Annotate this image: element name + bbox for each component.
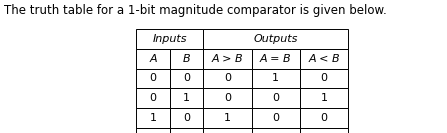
- Text: 0: 0: [183, 113, 190, 123]
- Bar: [136, 29, 203, 49]
- Bar: [170, 128, 203, 133]
- Text: A = B: A = B: [260, 54, 291, 64]
- Text: 1: 1: [150, 132, 156, 133]
- Bar: [300, 49, 348, 69]
- Bar: [252, 128, 300, 133]
- Bar: [203, 49, 252, 69]
- Text: 0: 0: [320, 132, 328, 133]
- Text: A: A: [149, 54, 157, 64]
- Text: 0: 0: [272, 93, 279, 103]
- Text: 1: 1: [272, 132, 279, 133]
- Bar: [203, 128, 252, 133]
- Text: 0: 0: [150, 73, 156, 84]
- Bar: [170, 108, 203, 128]
- Bar: [300, 69, 348, 88]
- Bar: [203, 69, 252, 88]
- Text: 0: 0: [320, 113, 328, 123]
- Bar: [203, 108, 252, 128]
- Bar: [252, 108, 300, 128]
- Bar: [170, 49, 203, 69]
- Bar: [136, 49, 170, 69]
- Text: A > B: A > B: [212, 54, 243, 64]
- Text: 0: 0: [150, 93, 156, 103]
- Text: 1: 1: [320, 93, 328, 103]
- Text: 0: 0: [224, 132, 231, 133]
- Text: 1: 1: [150, 113, 156, 123]
- Bar: [252, 49, 300, 69]
- Bar: [136, 108, 170, 128]
- Bar: [203, 29, 348, 49]
- Text: Inputs: Inputs: [152, 34, 187, 44]
- Text: 1: 1: [272, 73, 279, 84]
- Bar: [300, 88, 348, 108]
- Text: 0: 0: [272, 113, 279, 123]
- Bar: [300, 128, 348, 133]
- Text: 1: 1: [224, 113, 231, 123]
- Text: 1: 1: [183, 93, 190, 103]
- Bar: [203, 88, 252, 108]
- Bar: [252, 88, 300, 108]
- Text: 1: 1: [183, 132, 190, 133]
- Bar: [252, 69, 300, 88]
- Text: 0: 0: [320, 73, 328, 84]
- Bar: [136, 69, 170, 88]
- Bar: [136, 128, 170, 133]
- Text: Outputs: Outputs: [253, 34, 298, 44]
- Bar: [170, 88, 203, 108]
- Text: 0: 0: [224, 73, 231, 84]
- Text: 0: 0: [183, 73, 190, 84]
- Bar: [300, 108, 348, 128]
- Text: 0: 0: [224, 93, 231, 103]
- Bar: [136, 88, 170, 108]
- Text: B: B: [183, 54, 190, 64]
- Bar: [170, 69, 203, 88]
- Text: The truth table for a 1-bit magnitude comparator is given below.: The truth table for a 1-bit magnitude co…: [4, 4, 387, 17]
- Text: A < B: A < B: [308, 54, 340, 64]
